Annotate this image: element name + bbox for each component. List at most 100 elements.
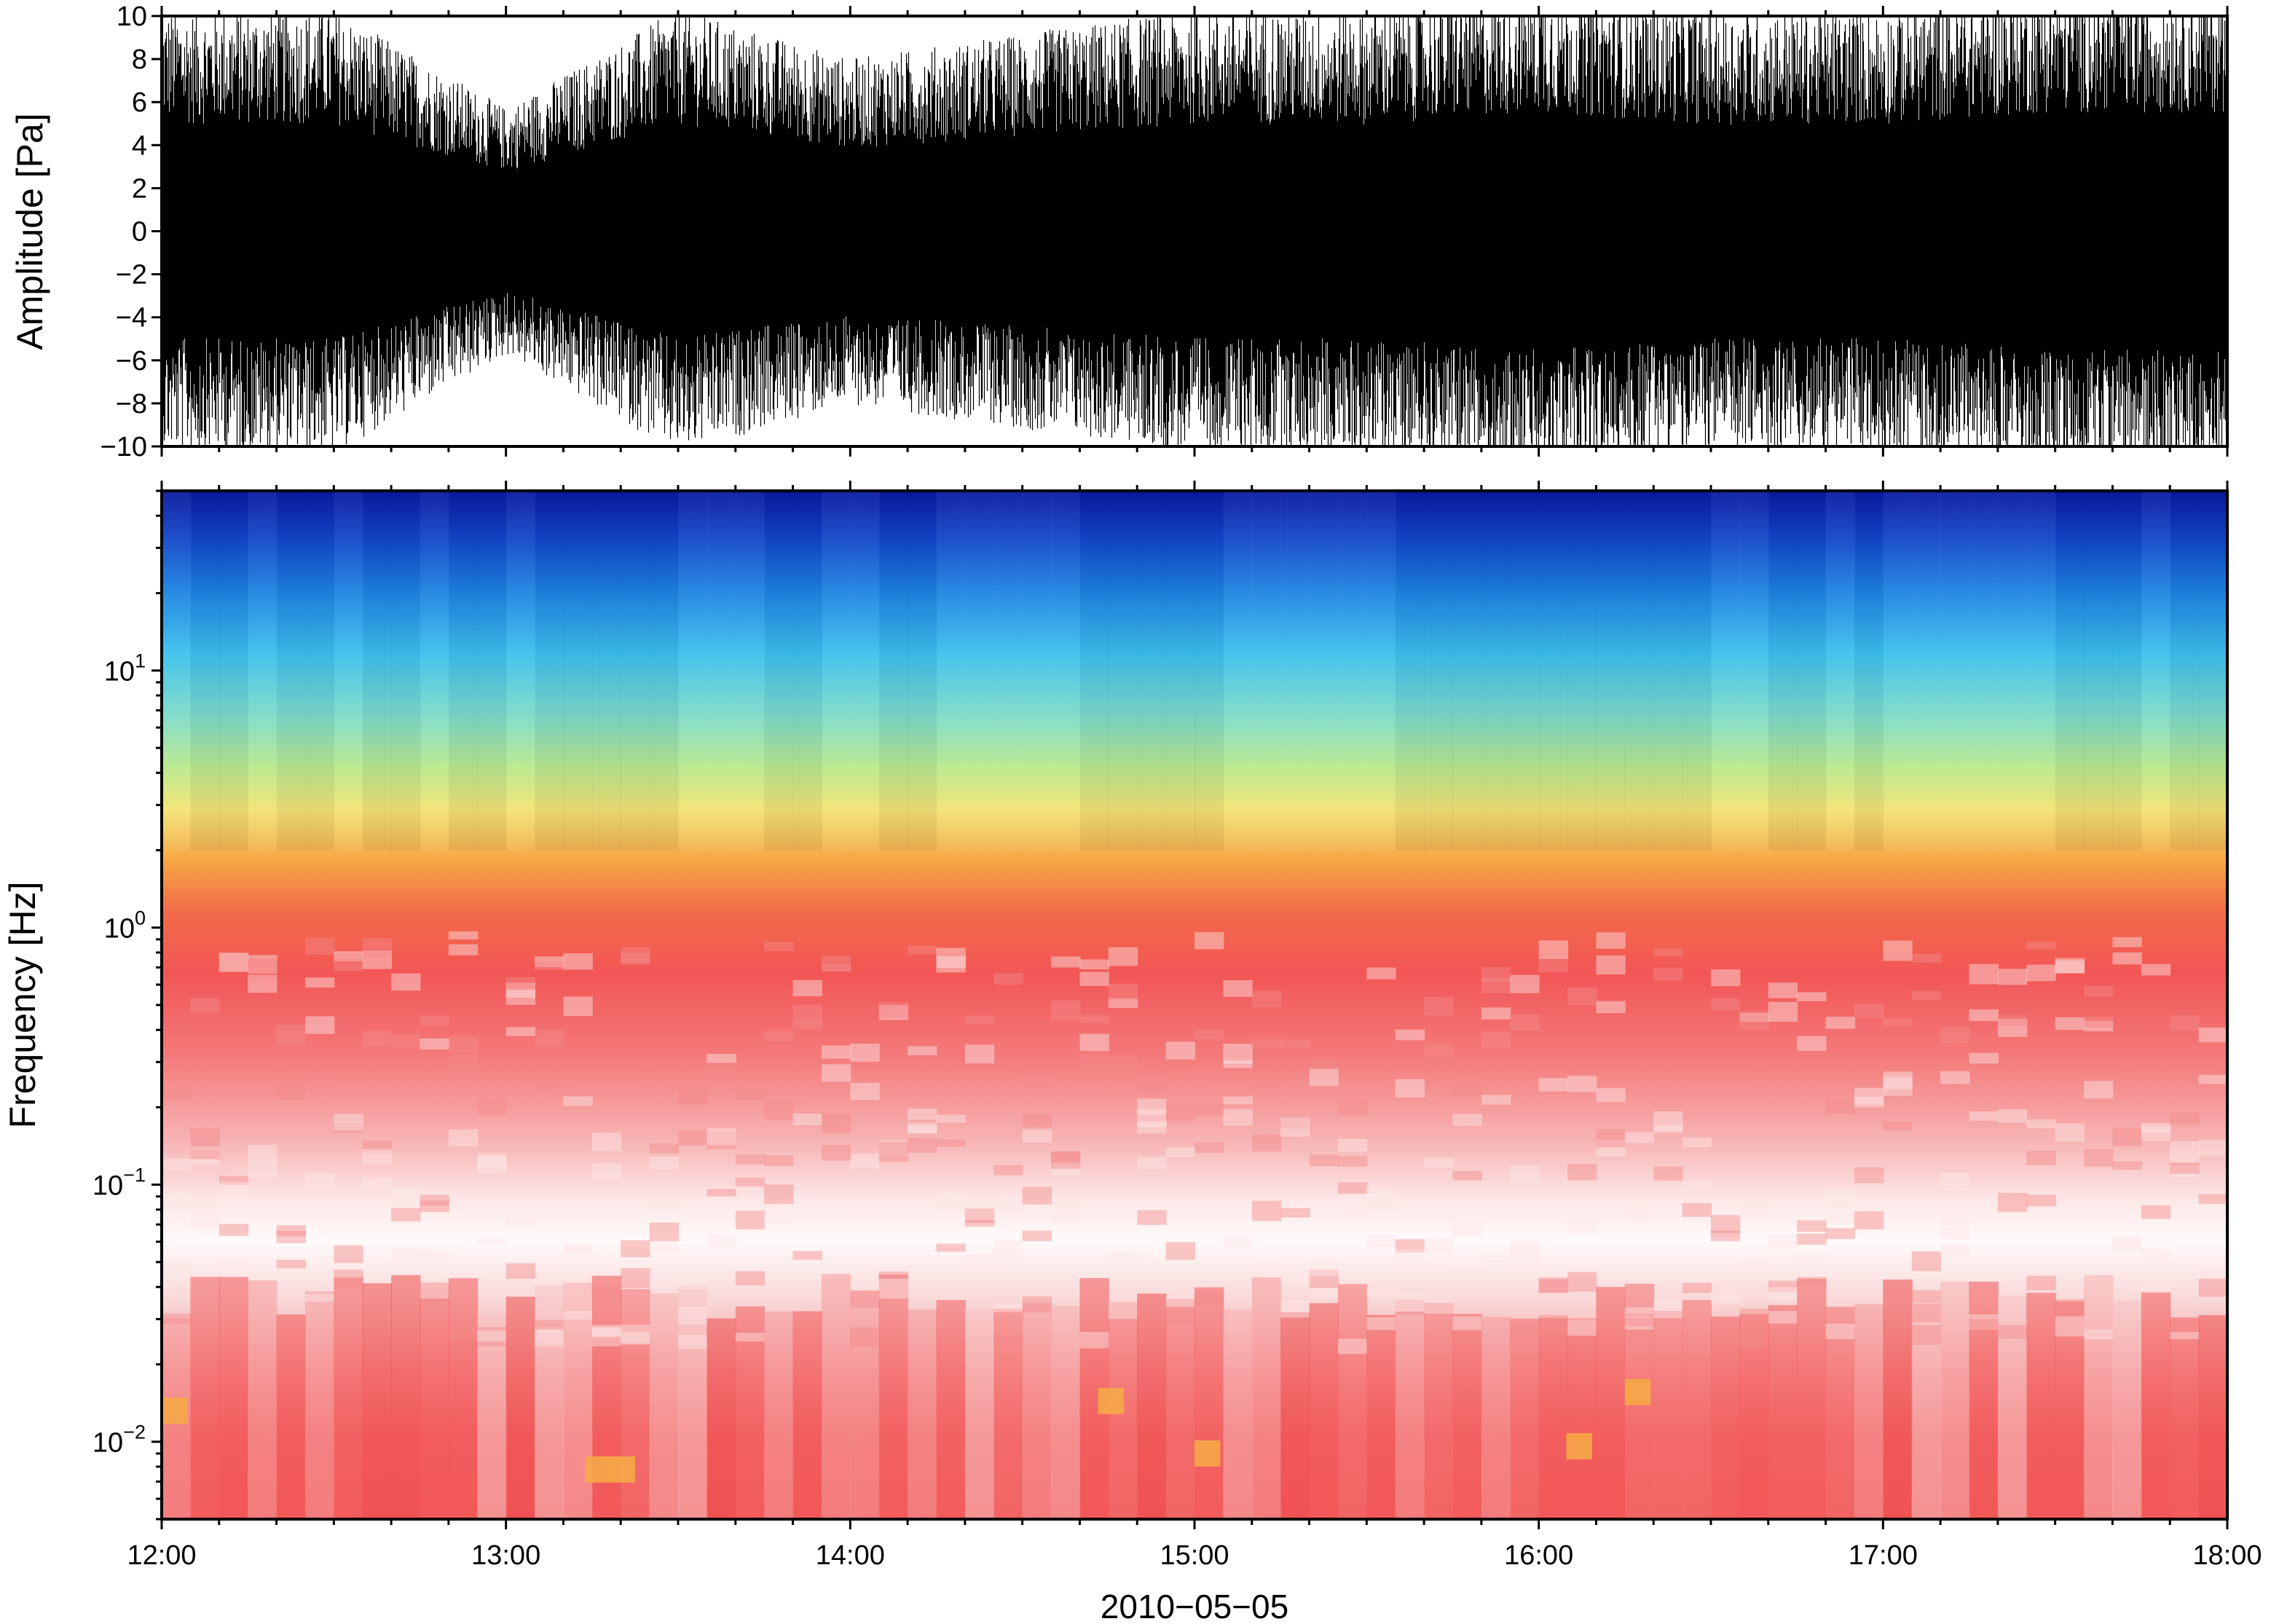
spectrogram-cell — [1165, 1102, 1195, 1122]
spectrogram-cell — [391, 491, 421, 851]
spectrogram-cell — [735, 1091, 765, 1100]
spectrogram-cell — [2112, 1301, 2142, 1519]
spectrogram-cell — [2084, 1016, 2114, 1028]
spectrogram-cell — [1653, 967, 1683, 981]
spectrogram-cell — [1510, 491, 1540, 851]
spectrogram-cell — [563, 1242, 593, 1252]
spectrogram-cell — [1137, 1098, 1167, 1115]
spectrogram-cell — [707, 1189, 736, 1197]
spectrogram-cell — [1682, 1138, 1712, 1148]
spectrogram-cell — [1366, 1288, 1396, 1298]
spectrogram-cell — [964, 1253, 995, 1266]
spectrogram-cell — [792, 1312, 822, 1326]
spectrogram-cell — [621, 1324, 650, 1345]
spectrogram-cell — [1137, 1210, 1167, 1225]
spectrogram-cell — [850, 491, 880, 851]
spectrogram-cell — [1337, 1099, 1368, 1115]
spectrogram-cell — [993, 1164, 1023, 1175]
spectrogram-cell — [878, 1005, 909, 1020]
spectrogram-cell — [334, 1113, 363, 1131]
spectrogram-cell — [2112, 1127, 2142, 1147]
spectrogram-cell — [2026, 1151, 2056, 1165]
spectrogram-cell — [1997, 1325, 2028, 1339]
spectrogram-cell — [1997, 1108, 2028, 1123]
spectrogram-cell — [1797, 1220, 1827, 1232]
spectrogram-cell — [1997, 1296, 2028, 1519]
spectrogram-cell — [391, 1034, 421, 1049]
spectrogram-cell — [1481, 1007, 1511, 1020]
spectrogram-cell — [190, 1277, 220, 1519]
spectrogram-cell — [1452, 1170, 1482, 1180]
spectrogram-cell — [2198, 1074, 2227, 1084]
spectrogram-cell — [1137, 1074, 1167, 1094]
spectrogram-cell — [1825, 491, 1855, 851]
waveform-y-tick-label: 10 — [117, 1, 147, 32]
spectrogram-cell — [964, 491, 995, 851]
spectrogram-cell — [334, 951, 363, 962]
spectrogram-cell — [1825, 1323, 1855, 1339]
spectrogram-cell — [1624, 1132, 1655, 1143]
spectrogram-cell — [1510, 1165, 1540, 1185]
spectrogram-cell — [1424, 1158, 1454, 1168]
spectrogram-cell — [362, 1140, 393, 1154]
spectrogram-cell — [908, 1138, 937, 1153]
spectrogram-cell — [1051, 1151, 1081, 1169]
spectrogram-cell — [276, 1315, 306, 1327]
spectrogram-cell — [1481, 977, 1511, 993]
spectrogram-cell — [1194, 1030, 1224, 1040]
spectrogram-cell — [1510, 1014, 1540, 1031]
spectrogram-cell — [505, 977, 536, 989]
spectrogram-cell — [2141, 491, 2171, 851]
spectrogram-cell — [1280, 1117, 1310, 1137]
spectrogram-cell — [1481, 1255, 1511, 1263]
spectrogram-cell — [936, 947, 966, 969]
spectrogram-cell — [1280, 491, 1310, 851]
spectrogram-cell — [1739, 1330, 1769, 1348]
spectrogram-y-title: Frequency [Hz] — [2, 881, 43, 1128]
spectrogram-cell — [1079, 1033, 1109, 1052]
spectrogram-cell — [1481, 967, 1511, 982]
spectrogram-cell — [477, 1156, 507, 1168]
spectrogram-cell — [2198, 1028, 2227, 1043]
spectrogram-cell — [1251, 1277, 1282, 1519]
spectrogram-cell — [2112, 1237, 2142, 1252]
spectrogram-cell — [1309, 1269, 1339, 1288]
spectrogram-cell — [2026, 964, 2056, 982]
spectrogram-cell — [1596, 1088, 1626, 1103]
spectrogram-cell — [1653, 1125, 1683, 1133]
spectrogram-cell — [678, 1285, 708, 1519]
spectrogram-cell — [1883, 1076, 1913, 1096]
spectrogram-cell — [1682, 491, 1712, 851]
spectrogram-hotspot — [1194, 1440, 1221, 1467]
spectrogram-cell — [1969, 963, 1999, 985]
spectrogram-cell — [1452, 1314, 1482, 1519]
spectrogram-cell — [1940, 1227, 1970, 1240]
spectrogram-cell — [908, 1125, 937, 1134]
spectrogram-cell — [936, 1191, 966, 1212]
spectrogram-cell — [792, 979, 822, 997]
spectrogram-cell — [505, 1263, 536, 1280]
spectrogram-cell — [1366, 967, 1396, 979]
spectrogram-cell — [764, 1213, 794, 1223]
spectrogram-cell — [821, 1113, 851, 1133]
spectrogram-cell — [936, 1300, 966, 1519]
spectrogram-cell — [1165, 1041, 1195, 1060]
spectrogram-cell — [1108, 1301, 1138, 1320]
spectrogram-cell — [1997, 1014, 2028, 1026]
spectrogram-cell — [391, 1247, 421, 1261]
spectrogram-cell — [563, 491, 593, 851]
spectrogram-cell — [735, 1271, 765, 1285]
spectrogram-cell — [304, 1294, 335, 1302]
spectrogram-columns — [162, 491, 2227, 1519]
spectrogram-cell — [1424, 1213, 1454, 1222]
spectrogram-cell — [908, 1046, 937, 1055]
spectrogram-cell — [792, 1311, 822, 1519]
spectrogram-cell — [2084, 1148, 2114, 1167]
spectrogram-cell — [964, 1208, 995, 1223]
spectrogram-cell — [964, 1309, 995, 1519]
spectrogram-cell — [1395, 1249, 1425, 1270]
spectrogram-cell — [878, 491, 909, 851]
spectrogram-cell — [678, 1087, 708, 1105]
spectrogram-cell — [2026, 1293, 2056, 1519]
spectrogram-cell — [1510, 974, 1540, 993]
